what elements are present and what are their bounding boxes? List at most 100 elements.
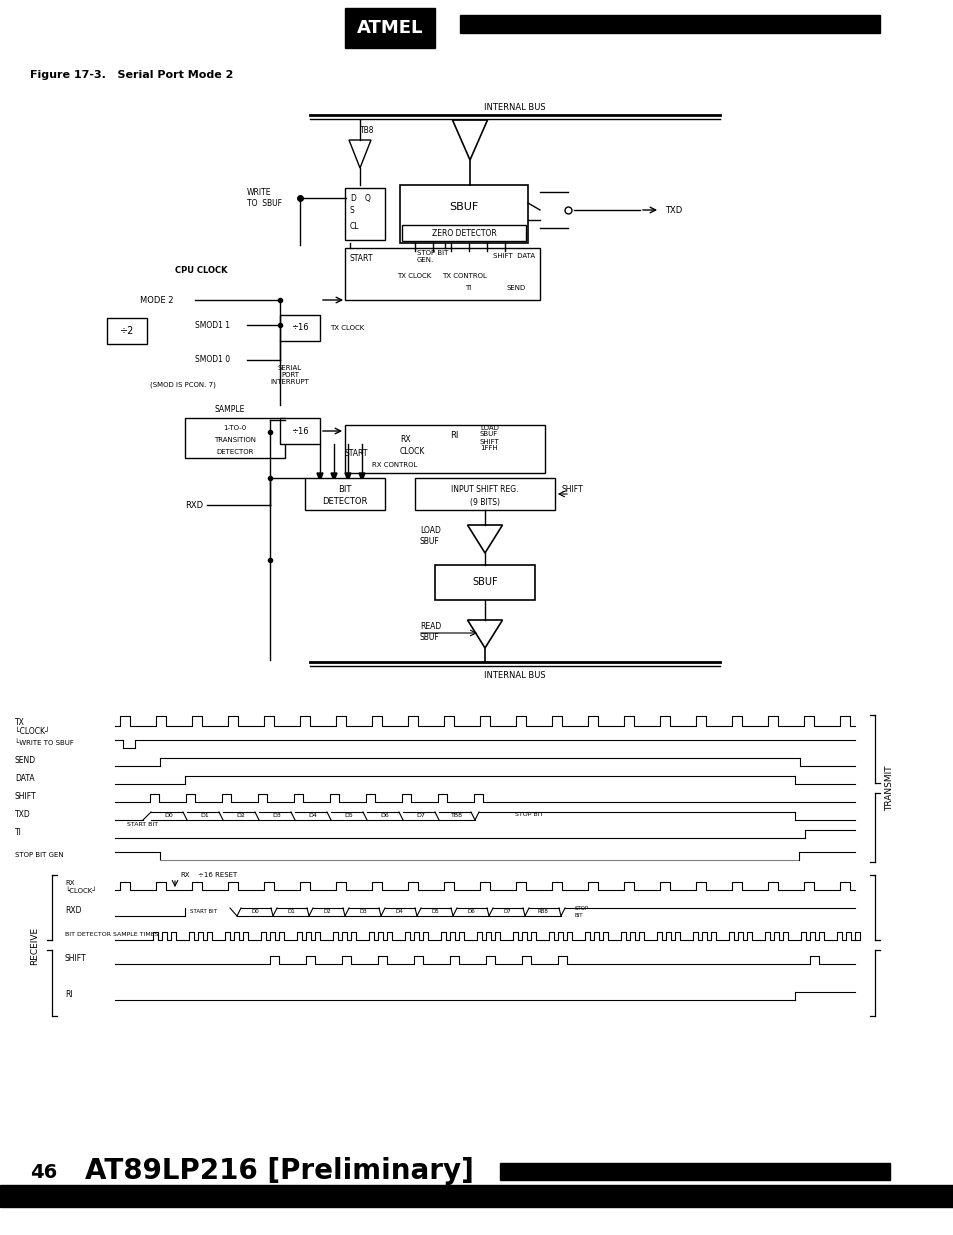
Text: TI: TI [464, 285, 471, 291]
Text: D3: D3 [273, 814, 281, 819]
Text: SBUF: SBUF [449, 203, 478, 212]
Text: D7: D7 [416, 814, 425, 819]
Text: ÷16 RESET: ÷16 RESET [198, 872, 237, 878]
Text: S: S [350, 205, 355, 215]
Text: TX CLOCK: TX CLOCK [396, 273, 431, 279]
Text: (SMOD IS PCON. 7): (SMOD IS PCON. 7) [150, 382, 215, 388]
Text: TXD: TXD [15, 810, 30, 820]
Text: Figure 17-3.   Serial Port Mode 2: Figure 17-3. Serial Port Mode 2 [30, 70, 233, 80]
Text: DETECTOR: DETECTOR [322, 498, 367, 506]
Text: D6: D6 [467, 909, 475, 914]
Text: D1: D1 [287, 909, 294, 914]
Text: D1: D1 [200, 814, 209, 819]
Text: MODE 2: MODE 2 [140, 295, 173, 305]
Text: START BIT: START BIT [190, 909, 216, 914]
Text: D5: D5 [431, 909, 438, 914]
Bar [107, 317, 147, 345]
Text: CPU CLOCK: CPU CLOCK [174, 266, 227, 274]
Polygon shape [331, 473, 336, 480]
Text: LOAD
SBUF
SHIFT
1FFH: LOAD SBUF SHIFT 1FFH [479, 425, 499, 452]
Bar [345, 188, 385, 240]
Text: STOP BIT GEN: STOP BIT GEN [15, 852, 64, 858]
Text: RECEIVE: RECEIVE [30, 926, 39, 965]
Text: ÷16: ÷16 [291, 426, 309, 436]
Text: BIT: BIT [338, 485, 352, 494]
Text: D5: D5 [344, 814, 353, 819]
Text: D: D [350, 194, 355, 203]
Text: D3: D3 [358, 909, 367, 914]
Text: TRANSMIT: TRANSMIT [884, 766, 894, 811]
Text: SBUF: SBUF [472, 577, 497, 587]
Text: └CLOCK┘: └CLOCK┘ [15, 727, 50, 736]
Text: RI: RI [450, 431, 457, 440]
Bar [499, 1163, 889, 1179]
Polygon shape [467, 525, 502, 553]
Text: (9 BITS): (9 BITS) [470, 498, 499, 506]
Text: INTERNAL BUS: INTERNAL BUS [484, 103, 545, 111]
Text: D0: D0 [251, 909, 258, 914]
Bar [345, 248, 539, 300]
Text: D2: D2 [323, 909, 331, 914]
Text: RXD: RXD [65, 906, 81, 915]
Text: TRANSITION: TRANSITION [213, 437, 255, 443]
Bar [415, 478, 555, 510]
Text: SERIAL
PORT
INTERRUPT: SERIAL PORT INTERRUPT [271, 366, 309, 385]
Text: TB8: TB8 [451, 814, 462, 819]
Text: TI: TI [15, 829, 22, 837]
Text: └CLOCK┘: └CLOCK┘ [65, 888, 96, 894]
Text: AT89LP216 [Preliminary]: AT89LP216 [Preliminary] [85, 1157, 474, 1186]
Text: RXD: RXD [185, 500, 203, 510]
Text: 46: 46 [30, 1163, 57, 1182]
Polygon shape [465, 251, 472, 259]
Text: D7: D7 [502, 909, 511, 914]
Bar [280, 417, 319, 445]
Text: INPUT SHIFT REG.: INPUT SHIFT REG. [451, 485, 518, 494]
Text: WRITE
TO  SBUF: WRITE TO SBUF [247, 188, 282, 207]
Text: SHIFT: SHIFT [65, 955, 87, 963]
Text: RI: RI [65, 990, 72, 999]
Text: SHIFT: SHIFT [15, 793, 36, 802]
Text: INTERNAL BUS: INTERNAL BUS [484, 672, 545, 680]
Text: DATA: DATA [15, 774, 34, 783]
Polygon shape [412, 251, 417, 259]
Text: SEND: SEND [15, 757, 36, 766]
Text: TX CONTROL: TX CONTROL [442, 273, 487, 279]
Text: START: START [345, 448, 368, 457]
Text: SEND: SEND [506, 285, 526, 291]
Text: LOAD
SBUF: LOAD SBUF [419, 526, 440, 546]
Text: BIT: BIT [575, 914, 583, 919]
Text: START BIT: START BIT [127, 823, 158, 827]
Polygon shape [467, 620, 502, 648]
Text: RX CONTROL: RX CONTROL [372, 462, 417, 468]
Bar [459, 15, 879, 33]
Text: TX CLOCK: TX CLOCK [330, 325, 364, 331]
Text: SHIFT  DATA: SHIFT DATA [493, 253, 535, 259]
Text: D2: D2 [236, 814, 245, 819]
Text: D4: D4 [308, 814, 317, 819]
Polygon shape [316, 473, 323, 480]
Polygon shape [483, 251, 490, 259]
Text: 1-TO-0: 1-TO-0 [223, 425, 247, 431]
Text: BIT DETECTOR SAMPLE TIMES: BIT DETECTOR SAMPLE TIMES [65, 932, 158, 937]
Text: └WRITE TO SBUF: └WRITE TO SBUF [15, 740, 73, 746]
Text: CL: CL [350, 221, 359, 231]
Text: START: START [350, 253, 374, 263]
Text: D0: D0 [165, 814, 173, 819]
Text: DETECTOR: DETECTOR [216, 450, 253, 454]
Text: ZERO DETECTOR: ZERO DETECTOR [431, 228, 496, 237]
Text: 3621A–MICRO–6/06: 3621A–MICRO–6/06 [786, 1194, 869, 1203]
Text: ÷2: ÷2 [120, 326, 134, 336]
Polygon shape [452, 120, 487, 161]
Polygon shape [345, 473, 351, 480]
Polygon shape [349, 140, 371, 168]
Text: SAMPLE: SAMPLE [214, 405, 245, 415]
Polygon shape [501, 251, 507, 259]
Text: CLOCK: CLOCK [399, 447, 425, 457]
Bar [345, 425, 544, 473]
Text: SMOD1 1: SMOD1 1 [194, 321, 230, 330]
Text: RB8: RB8 [537, 909, 548, 914]
Polygon shape [358, 473, 365, 480]
Text: STOP BIT
GEN.: STOP BIT GEN. [416, 249, 448, 263]
Bar [399, 185, 527, 243]
Text: TX: TX [15, 719, 25, 727]
